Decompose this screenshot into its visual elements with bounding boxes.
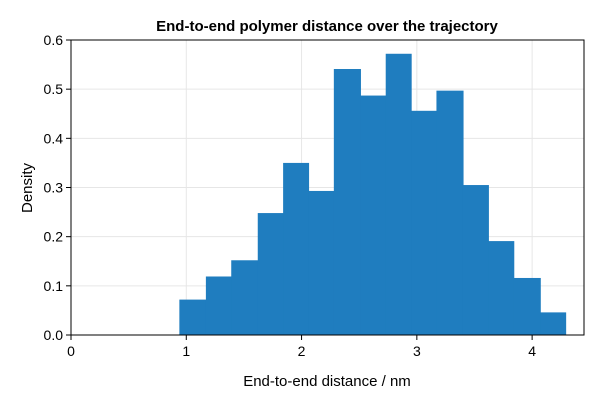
y-tick-label: 0.0 xyxy=(44,327,64,343)
histogram-bar xyxy=(179,299,207,335)
histogram-bar xyxy=(411,110,438,335)
histogram-bar xyxy=(360,95,387,335)
histogram-bar xyxy=(231,260,259,335)
x-tick-label: 0 xyxy=(67,343,75,359)
x-tick-label: 2 xyxy=(298,343,306,359)
y-tick-label: 0.6 xyxy=(44,32,64,48)
y-tick-label: 0.1 xyxy=(44,278,64,294)
histogram-bar xyxy=(513,277,541,335)
histogram-bar xyxy=(205,276,232,335)
x-tick-label: 4 xyxy=(528,343,536,359)
histogram-bar xyxy=(257,213,284,335)
histogram-bar xyxy=(488,241,515,335)
histogram-bar xyxy=(333,69,361,335)
histogram-bar xyxy=(308,190,335,335)
y-axis-label: Density xyxy=(19,162,36,213)
histogram-bar xyxy=(283,162,310,335)
x-tick-label: 1 xyxy=(182,343,190,359)
x-tick-label: 3 xyxy=(413,343,421,359)
y-tick-label: 0.3 xyxy=(44,180,64,196)
x-axis-label: End-to-end distance / nm xyxy=(243,373,411,390)
histogram-bars xyxy=(179,53,567,336)
y-tick-label: 0.2 xyxy=(44,229,64,245)
histogram-bar xyxy=(540,312,567,335)
y-axis-ticks: 0.0 0.1 0.2 0.3 0.4 0.5 0.6 xyxy=(44,32,71,343)
histogram-bar xyxy=(385,53,412,336)
y-tick-label: 0.4 xyxy=(44,130,64,146)
x-axis-ticks: 0 1 2 3 4 xyxy=(67,335,536,359)
chart-title: End-to-end polymer distance over the tra… xyxy=(156,18,498,35)
histogram-bar xyxy=(462,185,489,335)
y-tick-label: 0.5 xyxy=(44,81,64,97)
histogram-bar xyxy=(436,90,464,336)
